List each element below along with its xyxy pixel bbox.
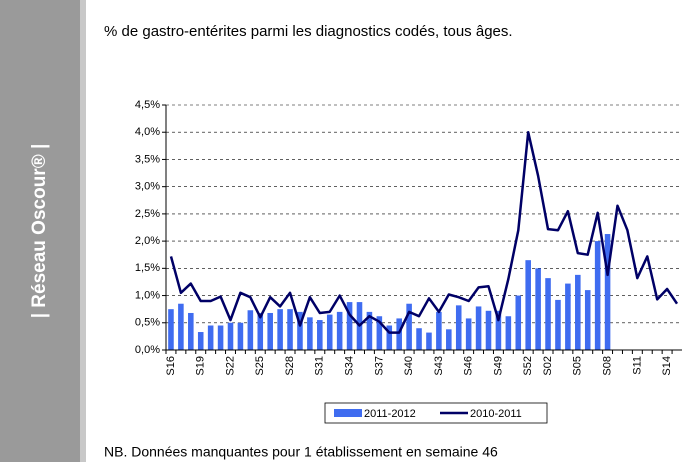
sidebar-edge: [80, 0, 86, 462]
y-tick-label: 0,5%: [135, 317, 160, 329]
x-tick-label: S28: [284, 356, 296, 376]
bar: [485, 310, 492, 350]
bar: [217, 325, 224, 350]
sidebar-title: | Réseau Oscour® |: [29, 144, 50, 319]
bar: [505, 316, 512, 350]
sidebar: [0, 0, 80, 462]
y-tick-label: 2,0%: [135, 235, 160, 247]
bar: [247, 310, 254, 350]
x-tick-label: S52: [522, 356, 534, 376]
bar: [366, 311, 373, 350]
x-tick-label: S49: [492, 356, 504, 376]
bar: [188, 312, 194, 350]
bar: [317, 320, 323, 350]
bar: [495, 310, 502, 350]
x-tick-label: S37: [373, 356, 385, 376]
y-tick-label: 1,5%: [135, 262, 160, 274]
bar: [584, 290, 591, 350]
x-tick-label: S19: [195, 356, 207, 376]
bar: [604, 234, 611, 350]
bar: [465, 318, 472, 350]
bar: [197, 332, 204, 350]
x-tick-label: S14: [661, 356, 673, 376]
bar: [346, 302, 353, 350]
bar: [326, 314, 333, 350]
legend-box: [324, 402, 548, 424]
bar: [277, 309, 283, 350]
y-tick-label: 3,0%: [135, 181, 160, 193]
bar: [575, 274, 581, 350]
bar: [396, 318, 402, 350]
bar: [545, 278, 551, 350]
x-tick-label: S25: [254, 356, 266, 376]
x-tick-label: S08: [601, 356, 613, 376]
bar: [555, 299, 561, 350]
line: [169, 130, 679, 334]
bar: [257, 312, 264, 350]
legend-label: 2011-2012: [364, 408, 416, 420]
legend-label: 2010-2011: [470, 408, 522, 420]
note: NB. Données manquantes pour 1 établissem…: [104, 444, 498, 460]
x-tick-label: S11: [631, 356, 643, 375]
x-tick-label: S22: [224, 356, 236, 376]
bar: [426, 332, 432, 350]
bar: [307, 317, 313, 350]
bar: [594, 241, 601, 350]
bar: [178, 303, 184, 350]
bar: [168, 309, 174, 350]
x-tick-label: S31: [314, 356, 326, 376]
bar: [436, 311, 442, 350]
bar: [237, 322, 244, 350]
x-tick-label: S40: [403, 356, 415, 376]
bar: [475, 306, 482, 350]
y-tick-label: 4,0%: [135, 126, 160, 138]
bar: [406, 303, 412, 350]
bar: [297, 311, 303, 350]
x-tick-label: S16: [165, 356, 177, 376]
bar: [515, 295, 522, 350]
bar: [535, 268, 541, 350]
bar: [525, 260, 531, 350]
bar: [227, 322, 234, 350]
y-tick-label: 3,5%: [135, 153, 160, 165]
bar: [416, 328, 422, 350]
bar: [446, 329, 452, 350]
x-tick-label: S46: [463, 356, 475, 376]
x-tick-label: S05: [572, 356, 584, 376]
chart-title: % de gastro-entérites parmi les diagnost…: [104, 23, 513, 40]
bar: [336, 311, 343, 350]
y-tick-label: 0,0%: [135, 344, 160, 356]
y-tick-label: 2,5%: [135, 208, 160, 220]
y-tick-label: 4,5%: [135, 99, 160, 111]
x-tick-label: S34: [343, 356, 355, 376]
bar: [376, 316, 383, 350]
bar: [287, 309, 293, 350]
bar: [267, 312, 273, 350]
bar: [455, 305, 462, 350]
bar: [207, 325, 214, 350]
x-tick-label: S43: [433, 356, 445, 376]
legend-swatch: [334, 409, 362, 417]
y-tick-label: 1,0%: [135, 289, 160, 301]
bar: [565, 283, 571, 350]
x-tick-label: S02: [542, 356, 554, 376]
bar: [386, 325, 393, 350]
